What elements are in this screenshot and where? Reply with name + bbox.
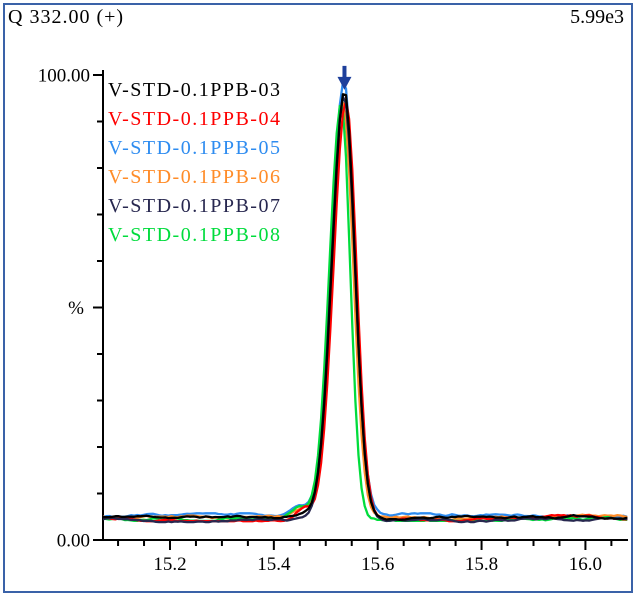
legend-item: V-STD-0.1PPB-05 xyxy=(108,137,282,159)
svg-text:16.0: 16.0 xyxy=(569,554,602,575)
svg-text:15.8: 15.8 xyxy=(465,554,498,575)
x-axis-ticks xyxy=(117,540,613,550)
channel-label: Q 332.00 (+) xyxy=(8,6,125,28)
legend-item: V-STD-0.1PPB-06 xyxy=(108,166,282,188)
trace-V-STD-0.1PPB-03 xyxy=(103,93,628,521)
y-axis-ticks xyxy=(93,74,103,541)
svg-text:0.00: 0.00 xyxy=(57,531,90,552)
svg-text:15.4: 15.4 xyxy=(257,554,291,575)
y-axis-labels: 100.00 0.00 xyxy=(38,66,90,552)
axes xyxy=(102,70,628,541)
svg-text:15.2: 15.2 xyxy=(153,554,186,575)
intensity-scale-label: 5.99e3 xyxy=(570,6,624,28)
legend-item: V-STD-0.1PPB-04 xyxy=(108,108,282,130)
peak-apex-marker-icon xyxy=(337,65,352,90)
legend-item: V-STD-0.1PPB-08 xyxy=(108,224,282,246)
legend-item: V-STD-0.1PPB-07 xyxy=(108,195,282,217)
y-axis-percent-symbol: % xyxy=(68,298,84,319)
chromatogram-panel-frame xyxy=(3,3,633,593)
x-axis-labels: 15.2 15.4 15.6 15.8 16.0 xyxy=(153,554,602,575)
svg-text:15.6: 15.6 xyxy=(361,554,394,575)
svg-text:100.00: 100.00 xyxy=(38,66,90,87)
legend: V-STD-0.1PPB-03 V-STD-0.1PPB-04 V-STD-0.1P… xyxy=(108,76,281,250)
legend-item: V-STD-0.1PPB-03 xyxy=(108,79,282,101)
chromatogram-traces xyxy=(103,81,628,524)
